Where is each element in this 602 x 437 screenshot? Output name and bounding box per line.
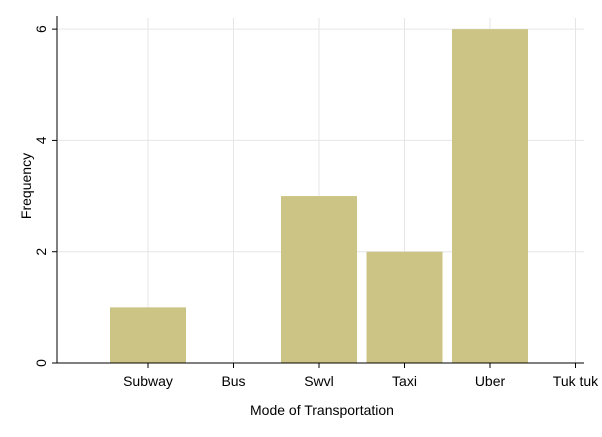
tick-labels: 0 2 4 6 Subway Bus Swvl Taxi Uber Tuk tuk <box>33 25 599 389</box>
x-tick-label-1: Bus <box>221 373 245 389</box>
y-tick-label-0: 0 <box>33 359 49 367</box>
x-tick-label-0: Subway <box>123 373 173 389</box>
x-tick-label-2: Swvl <box>304 373 334 389</box>
bar-swvl <box>281 196 357 363</box>
x-tick-label-3: Taxi <box>392 373 417 389</box>
y-tick-label-1: 2 <box>33 248 49 256</box>
y-tick-label-2: 4 <box>33 136 49 144</box>
y-axis-title: Frequency <box>18 153 34 219</box>
bar-taxi <box>366 251 443 363</box>
x-tick-label-5: Tuk tuk <box>553 373 599 389</box>
x-axis-title: Mode of Transportation <box>250 402 394 418</box>
bar-uber <box>452 29 528 364</box>
x-tick-label-4: Uber <box>475 373 506 389</box>
axes <box>52 16 584 368</box>
bars <box>110 29 528 364</box>
y-tick-label-3: 6 <box>33 25 49 33</box>
bar-subway <box>110 307 186 363</box>
